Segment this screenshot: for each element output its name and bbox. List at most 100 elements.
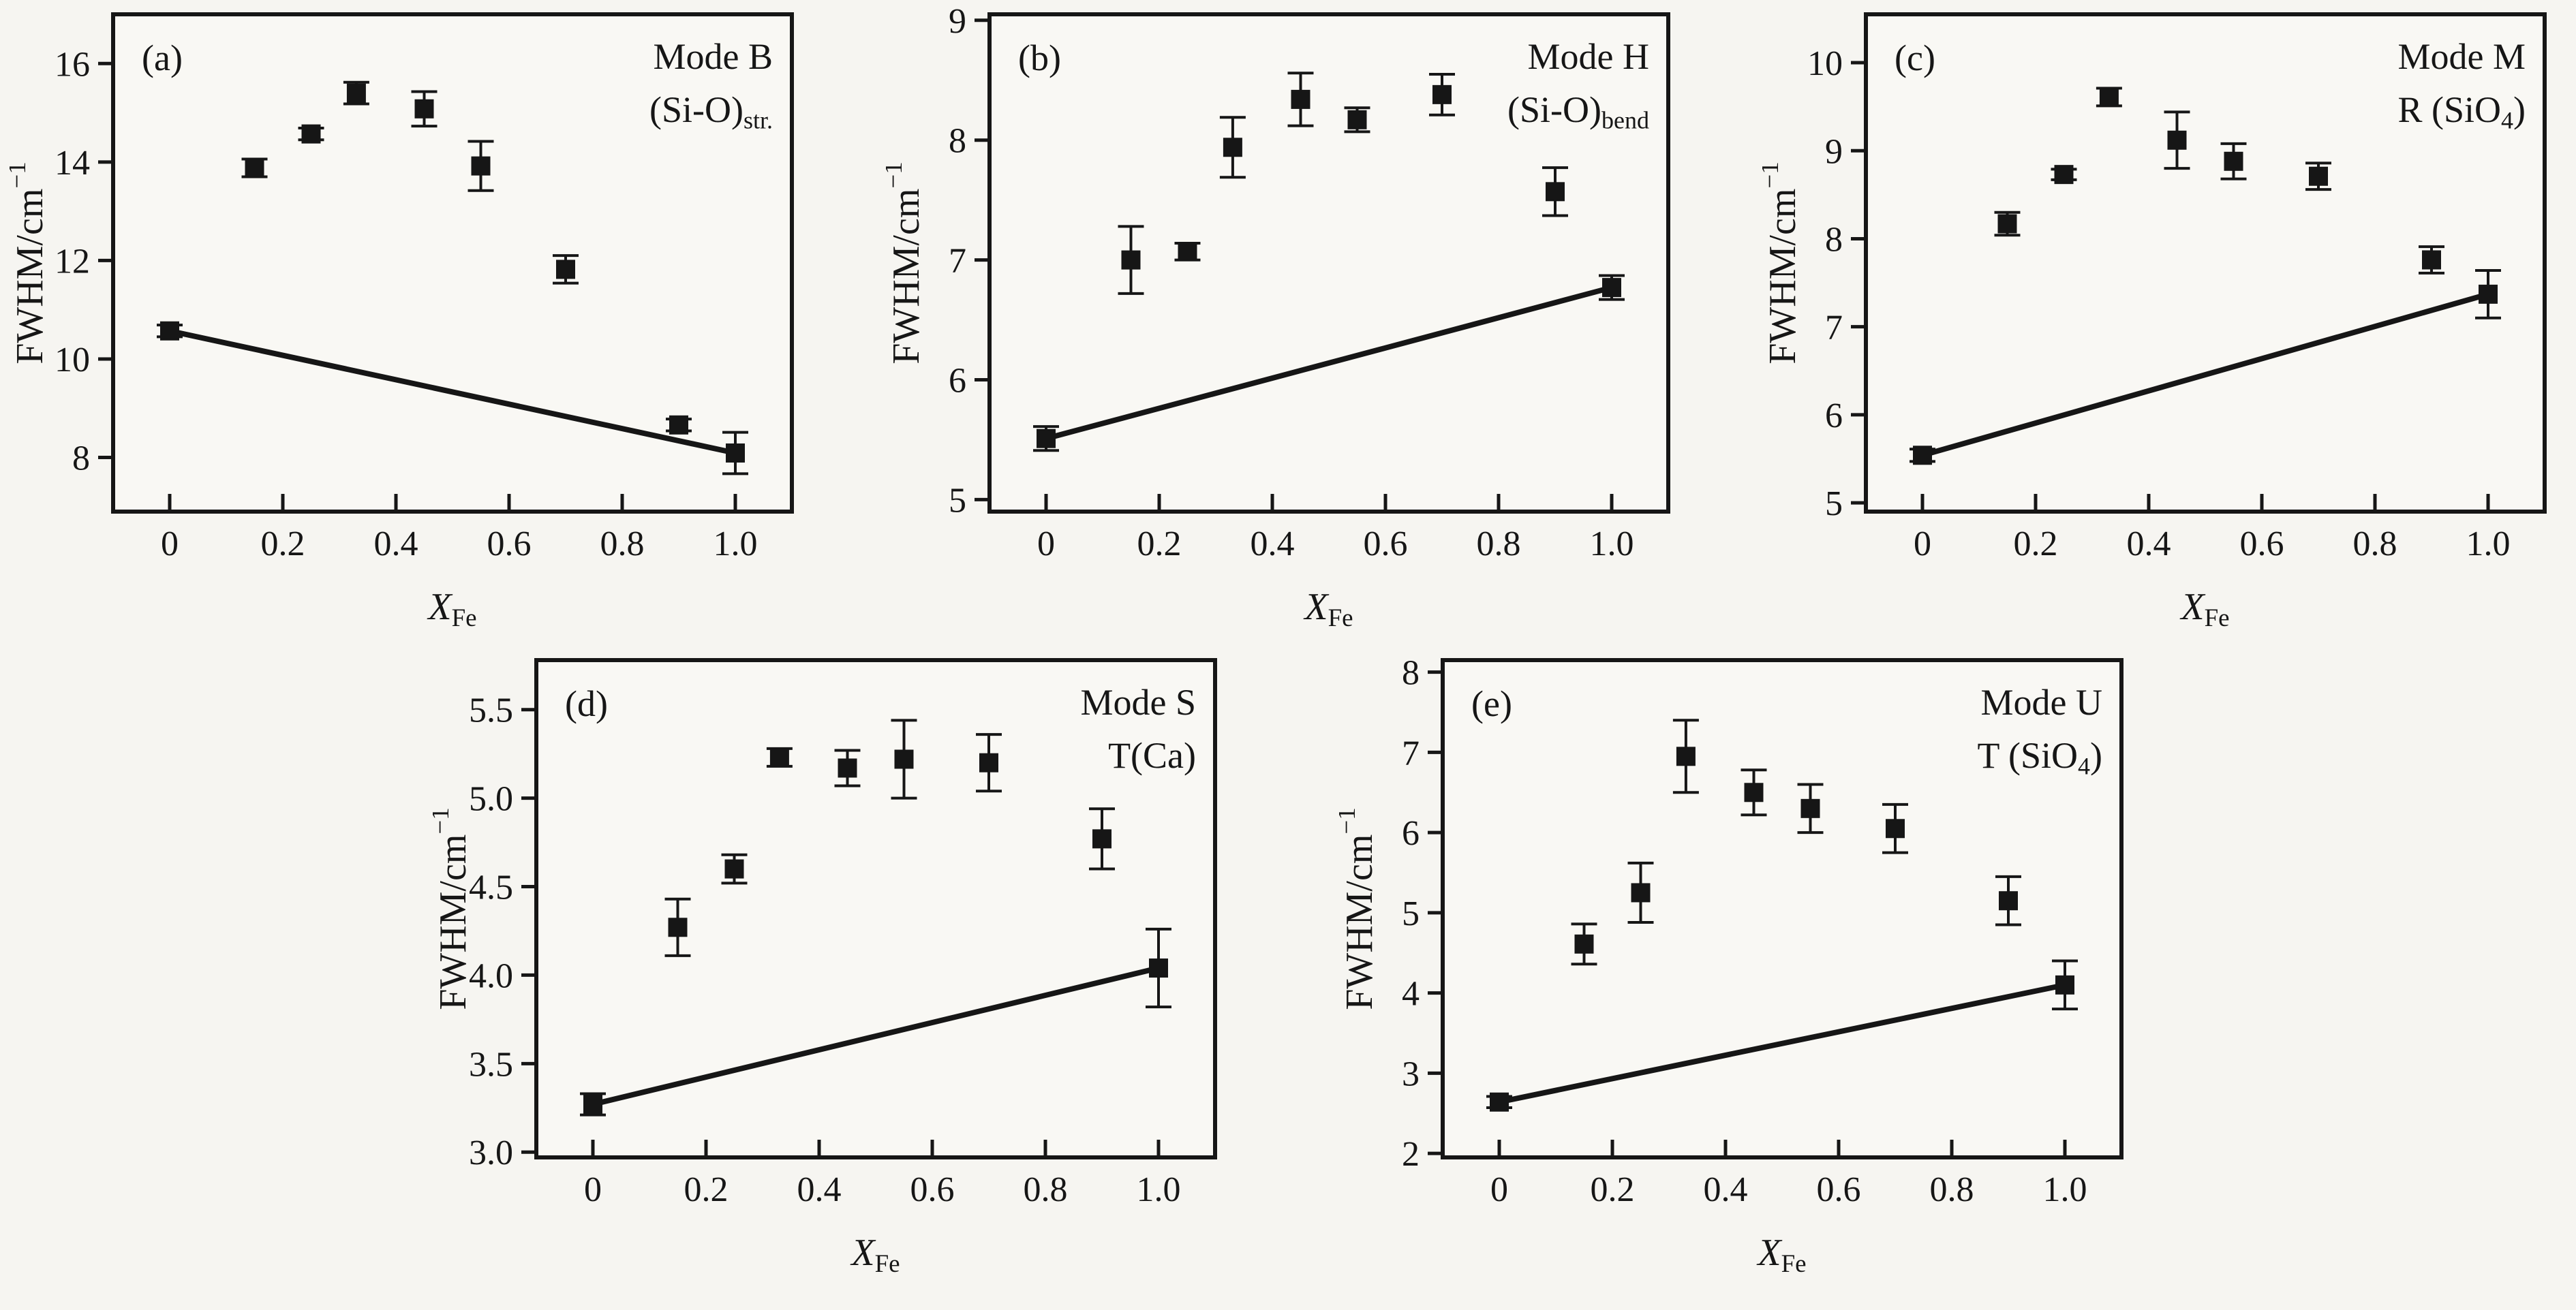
data-point: [1882, 802, 1908, 854]
y-axis-label: FWHM/cm−1: [10, 161, 51, 364]
x-tick-label: 0.6: [487, 525, 532, 563]
square-marker: [1800, 798, 1820, 818]
panel-letter: (c): [1895, 37, 1935, 78]
panel-letter: (a): [142, 37, 183, 78]
y-tick-label: 3: [1402, 1055, 1420, 1093]
square-marker: [769, 747, 789, 767]
y-axis-label: FWHM/cm−1: [886, 161, 927, 364]
square-marker: [2479, 284, 2498, 304]
square-marker: [556, 260, 575, 279]
square-marker: [301, 124, 321, 144]
x-tick-label: 1.0: [1137, 1170, 1181, 1209]
square-marker: [346, 83, 366, 103]
panel-d: 0 0.2 0.4 0.6 0.8 1.0 3.0 3.5 4.0 4.5 5.0 5.5 (d) Mod…: [433, 650, 1237, 1283]
x-tick-label: 1.0: [2043, 1170, 2087, 1209]
data-point: [891, 719, 917, 800]
panel-e-chart: 0 0.2 0.4 0.6 0.8 1.0 2 3 4 5 6 7 8 (e) Mode U T (SiO4)…: [1339, 654, 2123, 1278]
y-tick-label: 6: [1402, 814, 1420, 853]
x-axis-label: XFe: [850, 1232, 900, 1278]
data-point: [1797, 783, 1824, 835]
mode-title-line: Mode H: [1528, 36, 1649, 77]
data-point: [467, 140, 494, 192]
y-tick-label: 2: [1402, 1135, 1420, 1174]
y-axis-label: FWHM/cm−1: [433, 807, 474, 1010]
mode-title-line: Mode U: [1981, 682, 2102, 723]
square-marker: [724, 859, 744, 879]
data-point: [2305, 161, 2331, 191]
y-tick-label: 8: [949, 122, 966, 161]
data-point: [553, 254, 579, 285]
square-marker: [1291, 89, 1310, 109]
square-marker: [838, 758, 857, 778]
x-tick-label: 0.6: [1364, 525, 1408, 563]
trend-line: [590, 965, 1161, 1108]
plot-area: [990, 14, 1668, 512]
mode-title-line: (Si-O)bend: [1507, 89, 1649, 134]
y-tick-label: 9: [1825, 132, 1843, 171]
figure-row-top: 0 0.2 0.4 0.6 0.8 1.0 8 10 12 14 16 (a) Mode B (Si-O)…: [0, 0, 2576, 638]
x-axis-label: XFe: [2179, 586, 2229, 632]
trend-line: [167, 328, 738, 456]
data-point: [1118, 225, 1144, 295]
square-marker: [668, 918, 688, 937]
square-marker: [1149, 958, 1168, 978]
x-tick-label: 0.8: [600, 525, 645, 563]
square-marker: [2054, 165, 2074, 185]
y-tick-label: 5: [1402, 894, 1420, 933]
square-marker: [1347, 110, 1367, 129]
square-marker: [1178, 242, 1197, 262]
y-tick-label: 8: [1402, 654, 1420, 693]
panel-b: 0 0.2 0.4 0.6 0.8 1.0 5 6 7 8 9 (b) Mode H (Si-O)bend…: [886, 4, 1690, 638]
square-marker: [1574, 934, 1594, 954]
data-point: [343, 80, 369, 106]
square-marker: [1913, 446, 1932, 465]
data-point: [664, 897, 691, 957]
y-tick-label: 12: [55, 242, 90, 281]
data-point: [1486, 1092, 1512, 1112]
plot-frame: [534, 658, 1217, 1159]
square-marker: [1432, 84, 1452, 104]
data-point: [2475, 268, 2501, 319]
x-tick-label: 1.0: [714, 525, 758, 563]
data-point: [1910, 446, 1935, 465]
data-point: [2096, 87, 2122, 108]
y-tick-label: 6: [949, 362, 966, 401]
y-tick-label: 10: [55, 341, 90, 379]
data-point: [1287, 72, 1314, 127]
square-marker: [583, 1095, 602, 1114]
y-tick-label: 6: [1825, 396, 1843, 435]
x-tick-label: 1.0: [2466, 525, 2511, 563]
data-point: [2419, 245, 2444, 275]
data-point: [976, 733, 1002, 793]
y-tick-label: 4.5: [469, 869, 513, 907]
plot-frame: [1441, 658, 2123, 1159]
x-tick-label: 0: [161, 525, 179, 563]
x-tick-label: 0: [1914, 525, 1931, 563]
y-tick-label: 4.0: [469, 956, 513, 995]
x-tick-label: 0.4: [374, 525, 418, 563]
x-tick-label: 0.6: [1817, 1170, 1861, 1209]
x-tick-label: 0: [1037, 525, 1055, 563]
square-marker: [1223, 138, 1242, 157]
trend-line: [1043, 285, 1614, 441]
y-tick-label: 3.5: [469, 1045, 513, 1084]
x-tick-label: 0.8: [1024, 1170, 1068, 1209]
data-point: [298, 124, 324, 144]
square-marker: [414, 99, 434, 119]
data-point: [1741, 768, 1767, 817]
data-point: [2220, 142, 2247, 181]
square-marker: [726, 443, 745, 463]
y-tick-label: 5: [949, 481, 966, 520]
x-tick-label: 0.4: [797, 1170, 842, 1209]
square-marker: [1037, 428, 1056, 448]
mode-title-line: (Si-O)str.: [649, 89, 773, 134]
square-marker: [1676, 747, 1696, 766]
square-marker: [1490, 1092, 1509, 1112]
y-tick-label: 7: [949, 242, 966, 281]
square-marker: [1997, 214, 2017, 234]
data-point: [721, 853, 748, 885]
square-marker: [2422, 250, 2441, 270]
y-axis-label: FWHM/cm−1: [1339, 807, 1381, 1010]
square-marker: [894, 749, 914, 769]
x-tick-label: 1.0: [1590, 525, 1634, 563]
